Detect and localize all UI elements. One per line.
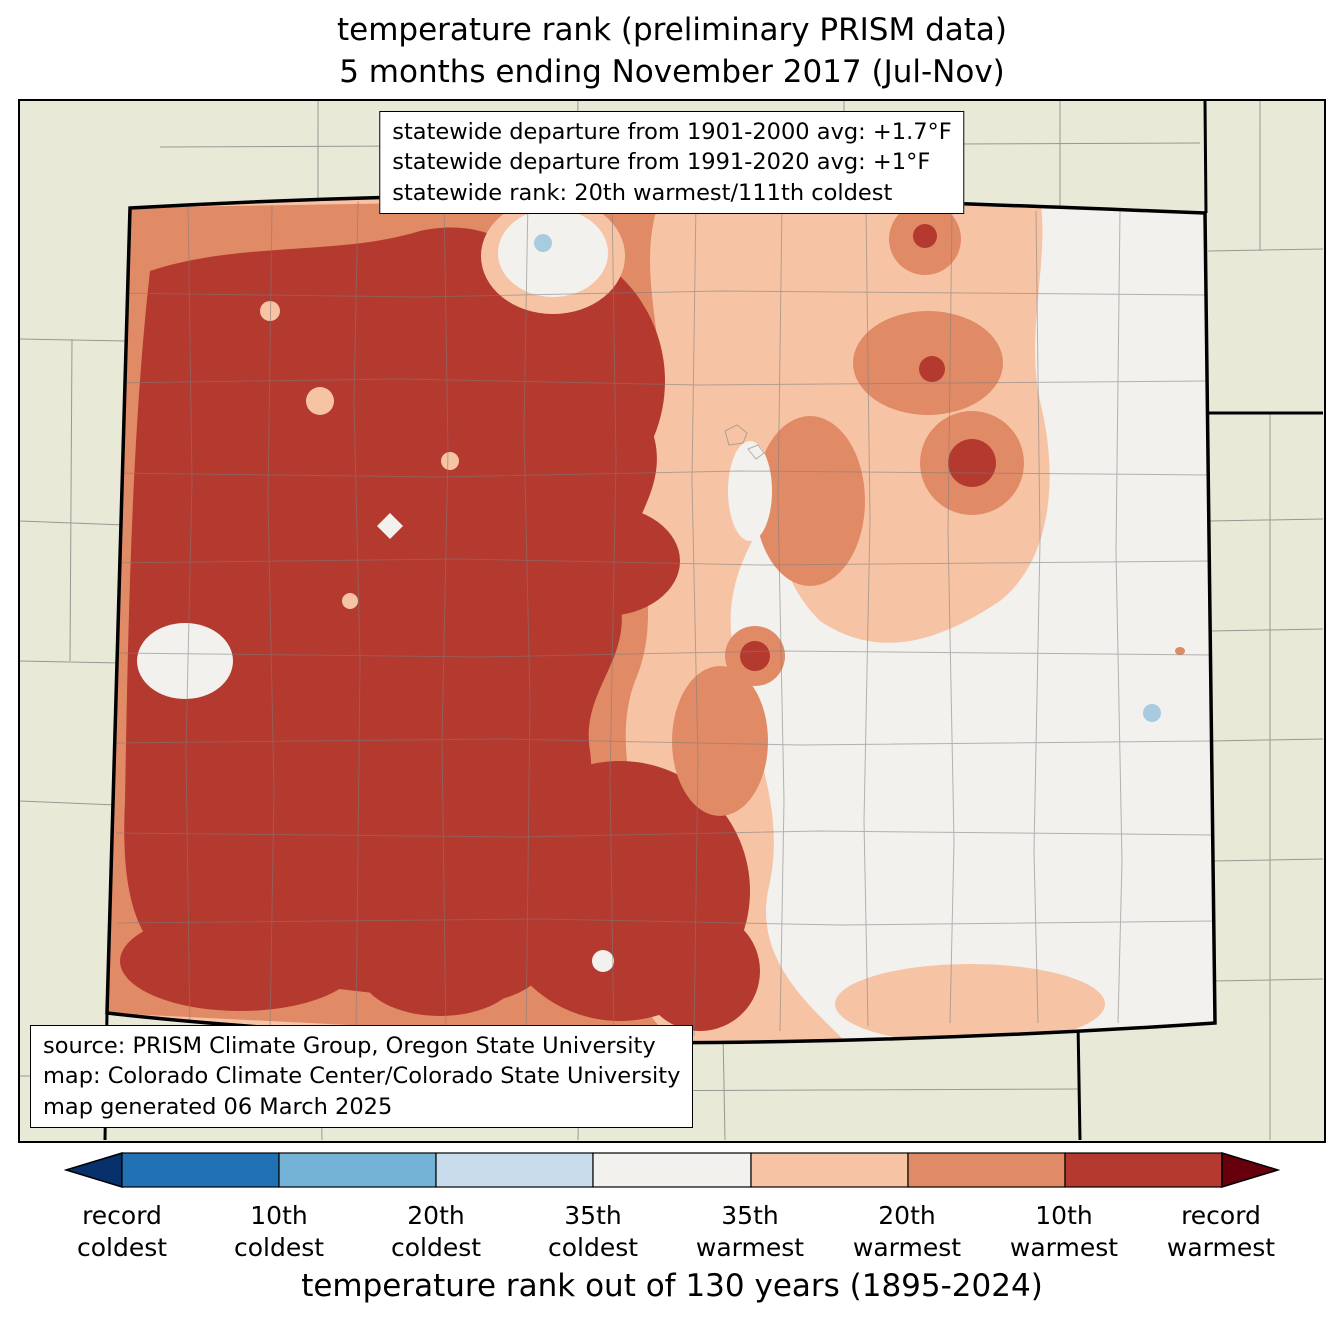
colorbar-label-35th-coldest: 35th coldest: [547, 1201, 639, 1262]
lake-east: [1143, 704, 1161, 722]
colorbar-label-10th-coldest: 10th coldest: [233, 1201, 325, 1262]
stats-line-rank: statewide rank: 20th warmest/111th colde…: [392, 179, 893, 206]
colorbar-seg-35th-warmest: [750, 1152, 909, 1188]
map-frame: statewide departure from 1901-2000 avg: …: [18, 99, 1326, 1143]
peach-speck-east: [1175, 647, 1185, 655]
colorbar-arrow-record-coldest: [64, 1151, 123, 1189]
map-title-line1: temperature rank (preliminary PRISM data…: [336, 12, 1007, 48]
colorbar-label-35th-warmest: 35th warmest: [695, 1201, 805, 1262]
colorbar-label-record-warmest: record warmest: [1166, 1201, 1276, 1262]
colorbar-label-10th-warmest: 10th warmest: [1009, 1201, 1119, 1262]
stats-line-1991-2020: statewide departure from 1991-2020 avg: …: [392, 149, 931, 176]
colorbar-caption: temperature rank out of 130 years (1895-…: [301, 1268, 1043, 1304]
colorbar-seg-10th-coldest: [121, 1152, 280, 1188]
colorbar-seg-10th-warmest: [1064, 1152, 1223, 1188]
lake-north: [534, 234, 552, 252]
colorbar-seg-20th-warmest: [907, 1152, 1066, 1188]
colorbar-seg-middle: [592, 1152, 752, 1188]
map-credit-line: map: Colorado Climate Center/Colorado St…: [43, 1063, 681, 1090]
light-patches-west: [137, 198, 772, 972]
statewide-stats-box: statewide departure from 1901-2000 avg: …: [379, 111, 965, 215]
colorbar-arrow-record-warmest: [1221, 1151, 1280, 1189]
stats-line-1901-2000: statewide departure from 1901-2000 avg: …: [392, 119, 952, 145]
colorado-county-lines: [107, 196, 1215, 1042]
source-attribution-box: source: PRISM Climate Group, Oregon Stat…: [30, 1024, 694, 1128]
source-line: source: PRISM Climate Group, Oregon Stat…: [43, 1032, 656, 1059]
colorbar-label-20th-warmest: 20th warmest: [852, 1201, 962, 1262]
map-title: temperature rank (preliminary PRISM data…: [0, 10, 1344, 94]
colorbar-label-20th-coldest: 20th coldest: [390, 1201, 482, 1262]
map-title-line2: 5 months ending November 2017 (Jul-Nov): [339, 53, 1005, 90]
colorado-map-canvas: [20, 101, 1323, 1140]
temperature-rank-colorbar: [64, 1151, 1280, 1189]
colorbar-label-record-coldest: record coldest: [76, 1201, 168, 1262]
generated-date-line: map generated 06 March 2025: [43, 1093, 393, 1120]
northeast-warm-spots: [672, 203, 1024, 816]
colorbar-seg-20th-coldest: [278, 1152, 437, 1188]
colorbar-seg-35th-coldest: [435, 1152, 594, 1188]
